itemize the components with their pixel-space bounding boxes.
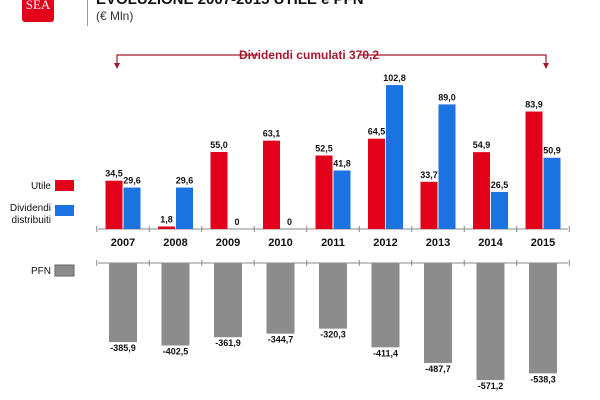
data-label: 89,0 — [438, 92, 456, 102]
arrow-left-icon — [114, 63, 120, 69]
legend-label-dividendi: distribuiti — [12, 215, 51, 226]
page-title: EVOLUZIONE 2007-2015 UTILE e PFN — [96, 0, 364, 8]
data-label: 29,6 — [123, 176, 141, 186]
pfn-bar — [319, 263, 347, 329]
data-label: 54,9 — [473, 140, 491, 150]
data-label: 26,5 — [491, 180, 509, 190]
data-label: 1,8 — [160, 214, 173, 224]
data-label: -385,9 — [110, 343, 136, 353]
year-label: 2011 — [321, 237, 345, 249]
data-label: -538,3 — [530, 374, 556, 384]
arrow-right-icon — [543, 63, 549, 69]
data-label: 52,5 — [315, 144, 333, 154]
year-label: 2007 — [111, 237, 135, 249]
year-label: 2013 — [426, 237, 450, 249]
dividendi-bar — [491, 191, 508, 229]
utile-bar — [525, 111, 543, 229]
data-label: 29,6 — [176, 176, 194, 186]
data-label: 55,0 — [210, 140, 228, 150]
pfn-bar — [266, 263, 295, 334]
legend-swatch-dividendi — [55, 205, 74, 216]
data-label: 33,7 — [420, 170, 438, 180]
year-label: 2015 — [531, 237, 555, 249]
data-label: -361,9 — [215, 338, 241, 348]
utile-bar — [473, 152, 490, 229]
dividendi-bar — [386, 85, 403, 229]
pfn-bar — [424, 263, 452, 363]
dividendi-bar — [438, 104, 456, 229]
cumulative-bracket — [116, 54, 547, 64]
dividendi-bar — [543, 157, 561, 229]
year-label: 2014 — [478, 237, 503, 249]
pfn-bar — [529, 263, 557, 374]
data-label: 0 — [234, 217, 239, 227]
legend-swatch-pfn — [54, 264, 75, 277]
year-label: 2009 — [216, 237, 240, 249]
utile-bar — [420, 181, 438, 229]
dividendi-bar — [176, 187, 193, 229]
utile-bar — [263, 140, 280, 229]
year-label: 2012 — [373, 237, 397, 249]
pfn-bar — [371, 263, 400, 348]
data-label: 41,8 — [333, 158, 351, 168]
data-label: -402,5 — [163, 347, 189, 357]
utile-bar — [158, 226, 175, 229]
data-label: -487,7 — [425, 364, 451, 374]
data-label: -571,2 — [478, 381, 504, 391]
utile-bar — [315, 155, 333, 229]
header-divider — [87, 0, 88, 26]
year-label: 2010 — [268, 237, 292, 249]
data-label: 83,9 — [525, 100, 543, 110]
legend-swatch-utile — [55, 180, 74, 191]
data-label: 34,5 — [105, 169, 123, 179]
data-label: 50,9 — [543, 146, 561, 156]
data-label: 0 — [287, 217, 292, 227]
pfn-bar — [161, 263, 190, 346]
data-label: 63,1 — [263, 129, 281, 139]
pfn-bar — [109, 263, 137, 343]
legend-label-pfn: PFN — [31, 266, 51, 277]
legend-label-utile: Utile — [31, 181, 51, 192]
pfn-bar — [214, 263, 242, 338]
cumulative-dividends-label: Dividendi cumulati 370,2 — [239, 48, 379, 62]
utile-bar — [368, 138, 385, 229]
utile-bar — [105, 180, 123, 229]
dividendi-bar — [123, 187, 141, 229]
page-subtitle: (€ Mln) — [96, 9, 134, 23]
data-label: -411,4 — [373, 348, 398, 358]
data-label: 64,5 — [368, 127, 386, 137]
sea-logo: SEA — [22, 0, 54, 22]
utile-bar — [210, 152, 228, 229]
legend-label-dividendi: Dividendi — [10, 203, 51, 214]
year-label: 2008 — [163, 237, 187, 249]
data-label: 102,8 — [383, 73, 406, 83]
pfn-bar — [476, 263, 505, 381]
dividendi-bar — [333, 170, 351, 229]
data-label: -344,7 — [268, 335, 294, 345]
data-label: -320,3 — [320, 330, 346, 340]
